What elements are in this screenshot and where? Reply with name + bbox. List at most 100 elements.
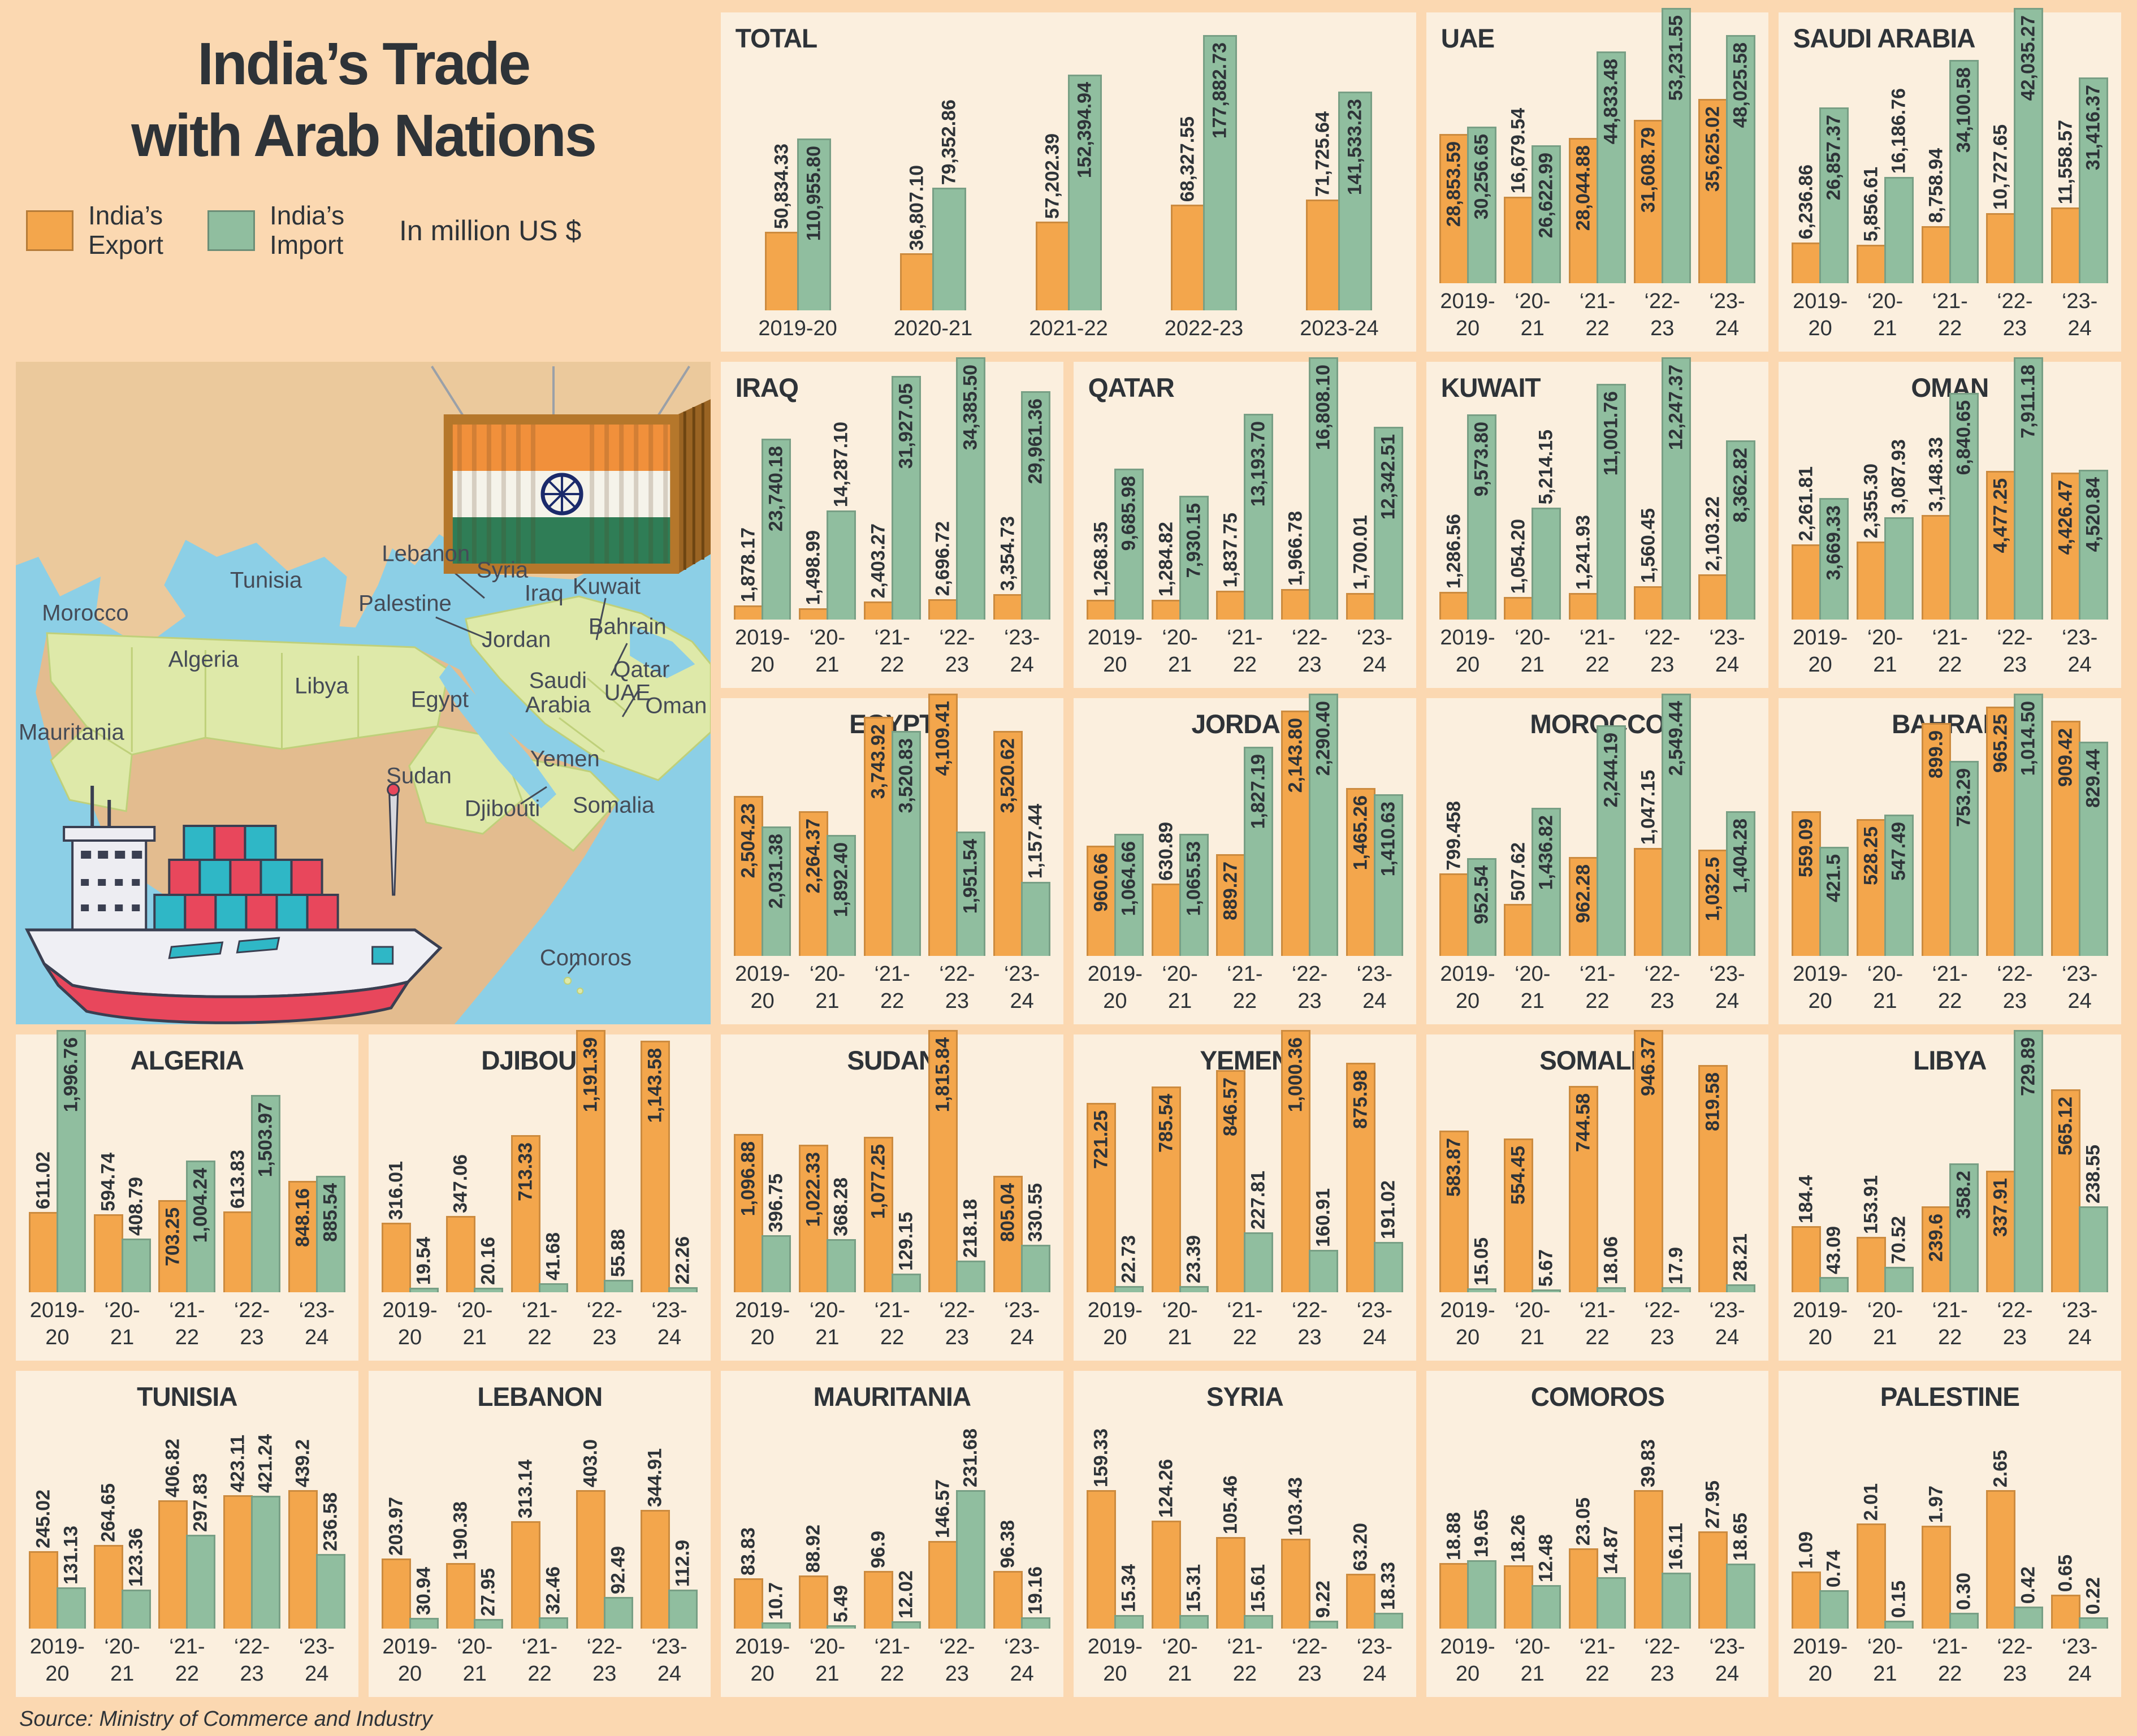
value-label: 27.95 [477, 1568, 499, 1616]
value-label: 184.4 [1795, 1175, 1817, 1223]
x-axis-label: 2019-20 [1793, 1634, 1848, 1686]
value-label: 16.11 [1665, 1522, 1687, 1570]
import-bar: 1,004.24 [186, 1160, 216, 1292]
bar-group: 16,679.54 26,622.99 [1500, 56, 1565, 283]
x-axis: 2019- 20 ‘20- 21 ‘21- 22 ‘22- 23 ‘23- 24 [730, 960, 1054, 1015]
value-label: 53,231.55 [1665, 15, 1687, 101]
value-label: 103.43 [1284, 1477, 1307, 1536]
export-bar: 96.38 [993, 1520, 1023, 1629]
export-bar: 899.9 [1921, 722, 1951, 956]
x-axis-label: ‘20- 21 [1162, 1634, 1198, 1686]
x-axis-label: 2019-20 [1793, 625, 1848, 677]
bar-group: 1,284.82 7,930.15 [1148, 405, 1213, 620]
export-bar: 245.02 [28, 1490, 58, 1629]
import-bar: 421.5 [1819, 846, 1849, 956]
value-label: 96.38 [997, 1519, 1019, 1568]
value-label: 899.9 [1925, 730, 1947, 778]
import-bar: 15.05 [1467, 1237, 1496, 1292]
x-axis-label: ‘20- 21 [1515, 1634, 1551, 1686]
x-axis-label: ‘22- 23 [939, 1634, 975, 1686]
chart-libya: LIBYA 184.4 43.09 153.91 70.52 239.6 358.2 337.… [1779, 1029, 2121, 1361]
x-axis-label: ‘20- 21 [1162, 625, 1198, 677]
bars-area: 2,261.81 3,669.33 2,355.30 3,087.93 3,148.33… [1788, 357, 2112, 620]
value-label: 2.01 [1860, 1483, 1882, 1521]
import-bar: 129.15 [891, 1212, 921, 1292]
bars-area: 611.02 1,996.76 594.74 408.79 703.25 1,004.24… [25, 1029, 349, 1292]
import-bar: 829.44 [2079, 741, 2109, 956]
value-label: 35,625.02 [1702, 106, 1724, 192]
value-label: 1.09 [1795, 1531, 1817, 1569]
x-axis-label: ‘20- 21 [1162, 1298, 1198, 1350]
value-label: 16,808.10 [1312, 364, 1334, 451]
export-bar: 159.33 [1086, 1428, 1116, 1629]
export-bar: 1,000.36 [1281, 1029, 1311, 1292]
export-bar: 63.20 [1346, 1523, 1375, 1629]
value-label: 3,520.62 [997, 738, 1019, 813]
value-label: 744.58 [1572, 1093, 1594, 1152]
value-label: 22.73 [1118, 1235, 1140, 1283]
chart-title: SAUDI ARABIA [1793, 23, 1976, 53]
ship-keel [42, 963, 412, 1024]
value-label: 2.65 [1989, 1449, 2011, 1487]
import-bar: 160.91 [1309, 1188, 1339, 1292]
import-bar: 22.26 [668, 1236, 698, 1292]
x-axis-label: 2019-20 [1440, 289, 1495, 341]
import-bar: 19.65 [1467, 1509, 1496, 1629]
value-label: 236.58 [319, 1492, 341, 1551]
value-label: 152,394.94 [1074, 82, 1095, 179]
import-bar: 1,157.44 [1021, 804, 1051, 956]
export-bar: 28,044.88 [1568, 137, 1598, 283]
x-axis-label: ‘23- 24 [1709, 625, 1745, 677]
export-bar: 403.0 [576, 1439, 605, 1629]
bars-area: 203.97 30.94 190.38 27.95 313.14 32.46 403.0 92… [378, 1414, 702, 1629]
x-axis-label: ‘21- 22 [1579, 962, 1616, 1014]
bar-group: 96.9 12.02 [860, 1414, 925, 1629]
x-axis-label: ‘20- 21 [1515, 625, 1551, 677]
chart-title: IRAQ [736, 373, 799, 402]
x-axis-label: ‘22- 23 [1644, 289, 1680, 341]
import-legend-label: India’s Import [270, 201, 345, 259]
value-label: 4,477.25 [1989, 478, 2011, 553]
map-label-egypt: Egypt [410, 687, 469, 712]
import-bar: 1,404.28 [1726, 811, 1756, 956]
export-bar: 1,022.33 [798, 1144, 828, 1292]
bars-area: 1,286.56 9,573.80 1,054.20 5,214.15 1,241.93… [1435, 357, 1760, 620]
bar-group: 1,054.20 5,214.15 [1500, 405, 1565, 620]
value-label: 1,004.24 [189, 1167, 211, 1243]
value-label: 26,622.99 [1535, 152, 1557, 239]
value-label: 63.20 [1349, 1522, 1372, 1571]
value-label: 1,878.17 [737, 527, 759, 603]
chart-tunisia: TUNISIA 245.02 131.13 264.65 123.36 406.82 297… [16, 1371, 358, 1697]
x-axis-label: 2021-22 [1029, 317, 1108, 341]
export-bar: 528.25 [1856, 819, 1886, 956]
x-axis-label: ‘21- 22 [874, 1298, 910, 1350]
value-label: 703.25 [162, 1207, 184, 1266]
import-bar: 29,961.36 [1021, 391, 1051, 620]
value-label: 613.83 [227, 1149, 249, 1209]
value-label: 630.89 [1155, 821, 1177, 881]
value-label: 28.21 [1729, 1233, 1751, 1282]
bar-group: 2,355.30 3,087.93 [1853, 405, 1918, 620]
export-bar: 184.4 [1792, 1175, 1822, 1292]
x-axis-label: ‘23- 24 [2061, 962, 2098, 1014]
map-label-tunisia: Tunisia [230, 568, 302, 593]
chart-title: QATAR [1088, 373, 1175, 402]
import-bar: 12,342.51 [1373, 426, 1403, 620]
bars-area: 83.83 10.7 88.92 5.49 96.9 12.02 146.57 231.68 9… [730, 1414, 1054, 1629]
export-bar: 1,284.82 [1151, 522, 1181, 620]
export-bar: 27.95 [1698, 1480, 1728, 1629]
export-bar: 31,608.79 [1633, 119, 1663, 283]
value-label: 10.7 [765, 1582, 787, 1620]
value-label: 18.65 [1729, 1512, 1751, 1561]
x-axis-label: ‘22- 23 [1997, 962, 2033, 1014]
export-bar: 344.91 [641, 1448, 670, 1629]
value-label: 1,000.36 [1284, 1037, 1307, 1112]
x-axis-label: 2019-20 [1440, 1298, 1495, 1350]
bars-area: 559.09 421.5 528.25 547.49 899.9 753.29 965.25… [1788, 693, 2112, 956]
page-title: India’s Trade with Arab Nations [131, 31, 597, 170]
bar-group: 184.4 43.09 [1788, 1078, 1853, 1292]
chart-yemen: YEMEN 721.25 22.73 785.54 23.39 846.57 227.81 1… [1074, 1029, 1416, 1361]
chart-title: JORDAN [1191, 709, 1299, 739]
x-axis-label: 2019-20 [735, 625, 790, 677]
import-bar: 16,808.10 [1309, 357, 1339, 620]
